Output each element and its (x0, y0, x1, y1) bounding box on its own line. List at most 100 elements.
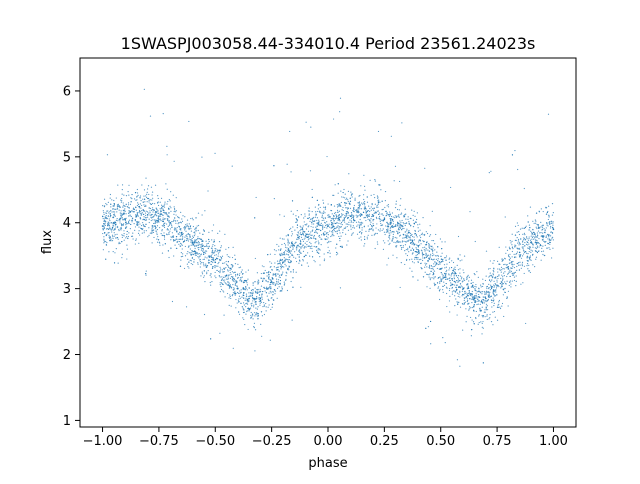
data-point (335, 211, 337, 214)
data-point (431, 277, 433, 279)
data-point (285, 275, 287, 277)
data-point (428, 243, 430, 245)
data-point (536, 223, 538, 226)
data-point (336, 251, 338, 254)
data-point (444, 276, 446, 279)
data-point (353, 204, 355, 207)
data-point (280, 266, 283, 268)
data-point (381, 229, 383, 232)
data-point (171, 236, 173, 239)
data-point (138, 230, 140, 232)
data-point (496, 260, 499, 262)
data-point (424, 257, 426, 259)
data-point (164, 213, 166, 215)
data-point (108, 223, 110, 225)
data-point (127, 235, 130, 238)
data-point (203, 253, 205, 255)
data-point (246, 289, 248, 291)
data-point (336, 226, 338, 228)
data-point (381, 213, 383, 215)
data-point (475, 294, 477, 296)
data-point (506, 296, 508, 298)
data-point (388, 214, 390, 216)
data-point (331, 217, 334, 219)
data-point (150, 203, 153, 206)
data-point (400, 221, 402, 223)
data-point (518, 241, 520, 243)
data-point (425, 256, 427, 258)
data-point (116, 204, 119, 206)
data-point (123, 194, 125, 196)
data-point (455, 273, 457, 275)
data-point (534, 236, 536, 238)
data-point (441, 252, 443, 254)
data-point (241, 306, 243, 308)
data-point (144, 212, 147, 214)
data-point (465, 321, 467, 323)
data-point (458, 286, 460, 288)
data-point (262, 305, 264, 308)
data-point (408, 245, 411, 247)
data-point (477, 323, 479, 325)
data-point (160, 220, 162, 222)
data-point (348, 173, 350, 175)
data-point (278, 286, 280, 288)
data-point (210, 338, 212, 340)
data-point (143, 210, 145, 212)
data-point (333, 225, 335, 228)
data-point (189, 235, 191, 237)
data-point (171, 226, 173, 228)
data-point (214, 267, 216, 269)
data-point (307, 252, 309, 254)
data-point (309, 247, 311, 249)
data-point (141, 232, 143, 234)
data-point (116, 217, 118, 220)
data-point (191, 241, 194, 244)
data-point (338, 235, 340, 238)
data-point (526, 241, 528, 243)
data-point (200, 249, 203, 251)
data-point (404, 234, 407, 236)
data-point (266, 288, 268, 290)
data-point (552, 236, 554, 238)
data-point (527, 244, 529, 246)
data-point (414, 230, 416, 232)
data-point (314, 242, 316, 244)
data-point (511, 240, 513, 242)
data-point (317, 240, 319, 242)
data-point (545, 236, 547, 238)
data-point (513, 253, 515, 255)
data-point (298, 254, 300, 256)
data-point (107, 224, 109, 227)
data-point (454, 284, 456, 286)
data-point (126, 237, 129, 239)
data-point (181, 220, 184, 222)
data-point (486, 287, 488, 290)
data-point (446, 269, 448, 271)
data-point (528, 247, 530, 250)
data-point (139, 210, 141, 213)
data-point (205, 265, 207, 267)
data-point (228, 282, 230, 284)
data-point (348, 224, 350, 226)
data-point (358, 221, 360, 223)
data-point (418, 251, 420, 253)
data-point (229, 277, 232, 279)
data-point (446, 305, 448, 308)
data-point (244, 299, 246, 301)
data-point (105, 258, 107, 260)
data-point (136, 214, 139, 216)
data-point (225, 274, 228, 277)
data-point (359, 222, 361, 224)
data-point (182, 237, 184, 239)
data-point (399, 235, 401, 237)
data-point (290, 250, 293, 252)
data-point (345, 223, 347, 225)
data-point (271, 303, 274, 305)
data-point (137, 232, 140, 234)
data-point (402, 221, 404, 224)
data-point (268, 276, 270, 279)
data-point (282, 254, 285, 256)
data-point (149, 214, 151, 216)
data-point (270, 283, 272, 286)
